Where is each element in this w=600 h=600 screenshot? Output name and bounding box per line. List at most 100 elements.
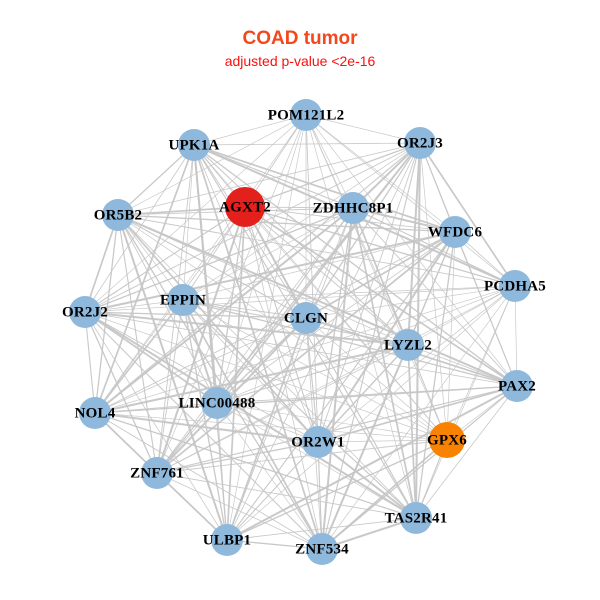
edge-UPK1A-NOL4 [94, 144, 195, 414]
edge-AGXT2-NOL4 [94, 206, 246, 414]
node-LYZL2 [392, 329, 424, 361]
edge-AGXT2-OR2W1 [244, 206, 319, 443]
node-ZDHHC8P1 [337, 192, 369, 224]
edge-LYZL2-TAS2R41 [407, 344, 417, 519]
node-PAX2 [501, 370, 533, 402]
edge-OR2J2-ZNF761 [84, 311, 158, 474]
edge-PCDHA5-OR2J2 [84, 285, 516, 313]
edge-OR5B2-GPX6 [117, 214, 448, 441]
edge-PAX2-NOL4 [94, 385, 518, 414]
edge-OR2J2-LYZL2 [84, 311, 409, 346]
edge-UPK1A-OR2J2 [84, 144, 195, 313]
edge-WFDC6-OR2W1 [317, 231, 456, 443]
node-label-OR2J3: OR2J3 [397, 135, 443, 151]
edge-PAX2-TAS2R41 [415, 385, 518, 519]
node-label-ZNF761: ZNF761 [130, 465, 184, 481]
edge-UPK1A-OR2J3 [193, 142, 421, 146]
edge-AGXT2-GPX6 [244, 206, 448, 441]
edge-GPX6-OR2W1 [317, 439, 448, 443]
edge-PCDHA5-TAS2R41 [415, 285, 516, 519]
edge-UPK1A-LYZL2 [193, 144, 409, 346]
nodes-layer [69, 99, 533, 565]
node-label-OR5B2: OR5B2 [94, 207, 143, 223]
edge-LYZL2-ZNF761 [156, 344, 409, 474]
edge-UPK1A-WFDC6 [193, 144, 456, 233]
edge-WFDC6-OR2J2 [84, 231, 456, 313]
edge-ZNF761-TAS2R41 [156, 472, 417, 519]
node-label-AGXT2: AGXT2 [219, 199, 271, 215]
node-label-ULBP1: ULBP1 [203, 532, 252, 548]
edge-AGXT2-PAX2 [244, 206, 518, 387]
edge-UPK1A-CLGN [193, 144, 307, 319]
node-label-LYZL2: LYZL2 [384, 337, 432, 353]
edge-ZDHHC8P1-LINC00488 [216, 207, 354, 404]
edge-WFDC6-LINC00488 [216, 231, 456, 404]
edge-POM121L2-PAX2 [305, 114, 518, 387]
edge-WFDC6-CLGN [305, 231, 456, 319]
edge-OR5B2-TAS2R41 [117, 214, 417, 519]
edge-AGXT2-ZNF761 [156, 206, 246, 474]
node-label-NOL4: NOL4 [75, 405, 116, 421]
node-WFDC6 [439, 216, 471, 248]
edge-CLGN-OR2W1 [305, 317, 319, 443]
edge-NOL4-GPX6 [94, 412, 448, 441]
edge-OR2J2-ULBP1 [84, 311, 228, 541]
node-ZNF761 [141, 457, 173, 489]
edge-CLGN-ULBP1 [226, 317, 307, 541]
edge-POM121L2-WFDC6 [305, 114, 456, 233]
edge-OR5B2-LINC00488 [117, 214, 218, 404]
edge-OR2J2-NOL4 [84, 311, 96, 414]
edge-ZDHHC8P1-OR2W1 [317, 207, 354, 443]
edge-WFDC6-TAS2R41 [415, 231, 456, 519]
edge-EPPIN-OR2J2 [84, 299, 184, 313]
edge-OR5B2-EPPIN [117, 214, 184, 301]
edge-AGXT2-OR5B2 [117, 206, 246, 216]
edge-OR2W1-ZNF534 [317, 441, 323, 550]
edge-PCDHA5-PAX2 [514, 285, 518, 387]
edge-POM121L2-ULBP1 [226, 114, 307, 541]
edge-NOL4-ZNF534 [94, 412, 323, 550]
edge-OR5B2-OR2J2 [84, 214, 119, 313]
node-AGXT2 [225, 187, 265, 227]
edge-OR2J2-TAS2R41 [84, 311, 417, 519]
edge-EPPIN-LINC00488 [182, 299, 218, 404]
node-PCDHA5 [499, 270, 531, 302]
edge-EPPIN-TAS2R41 [182, 299, 417, 519]
edge-OR2J3-NOL4 [94, 142, 421, 414]
edge-GPX6-ZNF761 [156, 439, 448, 474]
edge-OR2W1-ZNF761 [156, 441, 319, 474]
edge-GPX6-ULBP1 [226, 439, 448, 541]
node-GPX6 [429, 422, 465, 458]
node-label-OR2W1: OR2W1 [291, 434, 345, 450]
edge-AGXT2-ULBP1 [226, 206, 246, 541]
edge-PCDHA5-ZNF761 [156, 285, 516, 474]
edge-OR5B2-WFDC6 [117, 214, 456, 233]
node-OR2J3 [404, 127, 436, 159]
node-CLGN [290, 302, 322, 334]
edge-LYZL2-NOL4 [94, 344, 409, 414]
edge-PCDHA5-LYZL2 [407, 285, 516, 346]
edge-POM121L2-OR2J3 [305, 114, 421, 144]
edge-ZDHHC8P1-WFDC6 [352, 207, 456, 233]
edge-LINC00488-GPX6 [216, 402, 448, 441]
edge-UPK1A-PAX2 [193, 144, 518, 387]
edge-OR2J3-AGXT2 [244, 142, 421, 208]
node-label-POM121L2: POM121L2 [268, 107, 345, 123]
node-EPPIN [167, 284, 199, 316]
edge-POM121L2-NOL4 [94, 114, 307, 414]
edge-PCDHA5-EPPIN [182, 285, 516, 301]
node-label-CLGN: CLGN [284, 310, 328, 326]
edge-WFDC6-NOL4 [94, 231, 456, 414]
edge-ZDHHC8P1-PAX2 [352, 207, 518, 387]
edge-ZNF761-ZNF534 [156, 472, 323, 550]
node-label-TAS2R41: TAS2R41 [385, 510, 448, 526]
edge-OR2J3-LYZL2 [407, 142, 421, 346]
edge-OR2J3-ULBP1 [226, 142, 421, 541]
node-POM121L2 [290, 99, 322, 131]
edge-LINC00488-TAS2R41 [216, 402, 417, 519]
edge-PCDHA5-ZNF534 [321, 285, 516, 550]
node-LINC00488 [201, 387, 233, 419]
edge-POM121L2-OR5B2 [117, 114, 307, 216]
node-OR2J2 [69, 296, 101, 328]
